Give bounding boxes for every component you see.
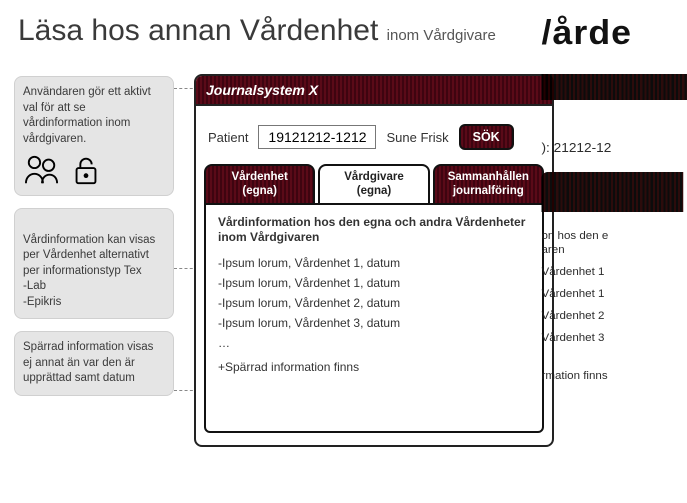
sidebar: Användaren gör ett aktivt val för att se…	[14, 76, 174, 396]
content-ellipsis: …	[218, 336, 530, 350]
sparr-note: +Spärrad information finns	[218, 360, 530, 374]
tab-sublabel: (egna)	[324, 185, 423, 199]
tabs: Vårdenhet (egna) Vårdgivare (egna) Samma…	[196, 164, 552, 205]
app-titlebar: Journalsystem X	[196, 76, 552, 106]
app-title-text: Journalsystem X	[206, 82, 318, 98]
tab-sammanhallen[interactable]: Sammanhållen journalföring	[433, 164, 544, 205]
search-button[interactable]: SÖK	[459, 124, 514, 150]
patient-id-input[interactable]	[258, 125, 376, 149]
sidebox-1-icons	[23, 153, 165, 187]
people-icon	[23, 153, 61, 187]
tab-label: Sammanhållen	[439, 171, 538, 185]
sidebox-3-text: Spärrad information visas ej annat än va…	[23, 341, 153, 384]
sidebox-2: Vårdinformation kan visas per Vårdenhet …	[14, 208, 174, 319]
patient-search-row: Patient Sune Frisk SÖK	[196, 106, 552, 164]
tab-label: Vårdenhet	[210, 171, 309, 185]
content-list: -Ipsum lorum, Vårdenhet 1, datum -Ipsum …	[218, 256, 530, 330]
list-item: -Ipsum lorum, Vårdenhet 1, datum	[218, 256, 530, 270]
unlock-icon	[67, 153, 105, 187]
sidebox-1: Användaren gör ett aktivt val för att se…	[14, 76, 174, 196]
sidebox-3: Spärrad information visas ej annat än va…	[14, 331, 174, 396]
tab-sublabel: (egna)	[210, 185, 309, 199]
app-window: Journalsystem X Patient Sune Frisk SÖK V…	[194, 74, 554, 447]
sidebox-1-text: Användaren gör ett aktivt val för att se…	[23, 85, 165, 147]
sidebox-2-text: Vårdinformation kan visas per Vårdenhet …	[23, 234, 155, 308]
tab-sublabel: journalföring	[439, 185, 538, 199]
list-item: -Ipsum lorum, Vårdenhet 2, datum	[218, 296, 530, 310]
tab-content: Vårdinformation hos den egna och andra V…	[204, 203, 544, 433]
list-item: -Ipsum lorum, Vårdenhet 1, datum	[218, 276, 530, 290]
page-title-main: Läsa hos annan Vårdenhet	[18, 14, 378, 47]
content-heading: Vårdinformation hos den egna och andra V…	[218, 215, 530, 246]
patient-label: Patient	[208, 130, 248, 145]
ghost-artifact: /årde ): 21212-12 on hos den e aren Vård…	[542, 0, 687, 503]
tab-vardenhet[interactable]: Vårdenhet (egna)	[204, 164, 315, 205]
list-item: -Ipsum lorum, Vårdenhet 3, datum	[218, 316, 530, 330]
tab-vardgivare[interactable]: Vårdgivare (egna)	[318, 164, 429, 205]
page-title-sub: inom Vårdgivare	[387, 27, 496, 44]
tab-label: Vårdgivare	[324, 171, 423, 185]
patient-name: Sune Frisk	[386, 130, 448, 145]
